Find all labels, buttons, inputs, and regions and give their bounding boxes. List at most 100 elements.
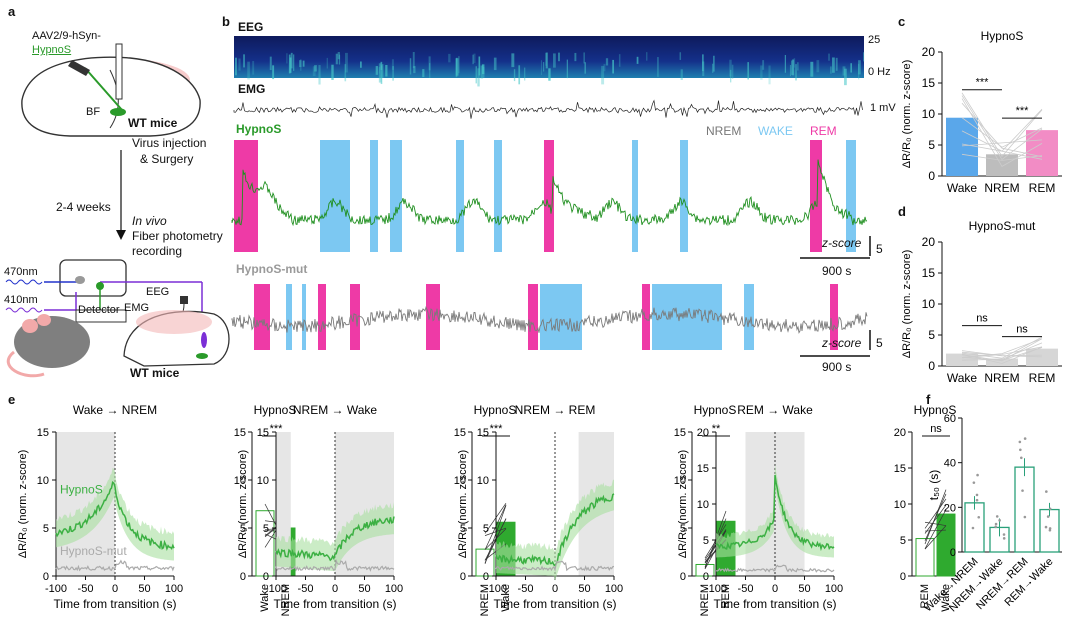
zscore-value-1: 5 — [876, 242, 883, 256]
spectrogram-streak — [272, 65, 275, 80]
spectrogram-streak — [712, 63, 714, 73]
sig-label: ** — [712, 423, 721, 435]
spectrogram-streak — [702, 54, 704, 72]
spectrogram-streak — [429, 63, 431, 78]
inset-bar — [936, 513, 956, 577]
spectrogram-streak — [795, 64, 797, 81]
subject-line — [924, 498, 947, 529]
x-tick-label: 0 — [552, 583, 558, 595]
timeline-arrow — [116, 150, 126, 240]
spectrogram-streak — [835, 57, 838, 71]
state-band-wake — [744, 284, 754, 350]
inset-x-label: REM — [919, 584, 931, 608]
spectrogram-streak — [584, 62, 586, 74]
state-band-rem — [528, 284, 538, 350]
spectrogram-streak — [375, 66, 379, 75]
y-tick-label: 15 — [477, 427, 489, 439]
panel-c-letter: c — [898, 14, 906, 29]
y-tick-label: 15 — [37, 427, 49, 439]
data-point — [1020, 456, 1023, 460]
brain-sagittal-top — [21, 43, 201, 137]
spectrogram-streak — [618, 54, 621, 67]
y-axis-label: t₅₀ (s) — [927, 470, 941, 500]
series-label: HypnoS — [60, 482, 103, 496]
y-tick-label: 0 — [240, 571, 246, 583]
state-band-wake — [456, 140, 464, 252]
spectrogram-streak — [513, 69, 516, 82]
spectrogram-streak — [548, 68, 551, 81]
x-tick-label: 50 — [358, 583, 370, 595]
panel-d-letter: d — [898, 204, 906, 219]
y-tick-label: 5 — [263, 523, 269, 535]
spectrogram-streak — [762, 60, 765, 70]
spectrogram-streak — [243, 54, 245, 68]
spectrogram-streak — [518, 65, 521, 85]
zscore-label-2: z-score — [822, 336, 862, 350]
spectrogram-streak — [542, 62, 545, 72]
spectrogram-streak — [657, 57, 659, 77]
weeks-label: 2-4 weeks — [56, 200, 111, 214]
hypnos-mean-line — [495, 493, 615, 567]
y-tick-label: 20 — [922, 235, 936, 249]
y-tick-label: 15 — [894, 463, 906, 475]
subject-line — [961, 347, 1043, 361]
subject-line — [961, 92, 1043, 158]
sig-label: *** — [976, 77, 990, 89]
spectrogram-streak — [428, 56, 431, 71]
y-tick-label: 10 — [257, 475, 269, 487]
step-surgery: & Surgery — [140, 152, 194, 166]
state-band-wake — [320, 140, 350, 252]
spectrogram-streak — [472, 54, 475, 65]
subject-line — [924, 529, 947, 532]
spectrogram-streak — [380, 65, 383, 85]
spectrogram-streak — [768, 65, 771, 85]
spectrogram-streak — [337, 52, 340, 60]
spectrogram-streak — [252, 60, 255, 75]
y-tick-label: 5 — [703, 535, 709, 547]
spectrogram-streak — [269, 56, 272, 71]
spectrogram-streak — [760, 65, 763, 80]
x-tick-label: 50 — [138, 583, 150, 595]
data-point — [1019, 448, 1022, 452]
y-tick-label: 60 — [944, 413, 956, 425]
hypnos-mut-trace-plot — [231, 284, 868, 350]
y-tick-label: 40 — [944, 458, 956, 470]
x-tick-label: -50 — [78, 583, 94, 595]
step-fiber-photometry: Fiber photometry — [132, 229, 223, 243]
spectrogram-streak — [483, 66, 485, 78]
x-tick-label: -100 — [265, 583, 287, 595]
time-bar-1 — [800, 257, 870, 259]
spectrogram-streak — [797, 62, 799, 71]
spectrogram-streak — [300, 59, 302, 71]
spectrogram-streak — [378, 66, 381, 74]
x-tick-label: 100 — [385, 583, 403, 595]
spectrogram-streak — [636, 56, 639, 64]
spectrogram-streak — [816, 60, 820, 73]
emg-scale-label: 1 mV — [870, 102, 896, 114]
state-band-wake — [370, 140, 378, 252]
y-tick-label: 15 — [697, 463, 709, 475]
y-tick-label: 0 — [703, 571, 709, 583]
inset-bar — [695, 563, 715, 577]
wt-mice-label-2: WT mice — [130, 366, 180, 380]
spectrogram-streak — [235, 57, 237, 76]
state-band-rem — [642, 284, 650, 350]
y-tick-label: 15 — [922, 266, 936, 280]
inset-bar — [255, 510, 275, 577]
eeg-electrode-label: EEG — [146, 286, 170, 298]
spectrogram-streak — [784, 55, 786, 73]
data-point — [1002, 533, 1006, 536]
x-tick-label: -50 — [518, 583, 534, 595]
freq-top-label: 25 — [868, 34, 881, 46]
legend-rem: REM — [810, 124, 837, 138]
spectrogram-streak — [790, 60, 793, 75]
spectrogram-streak — [478, 56, 481, 76]
x-tick-label: 100 — [165, 583, 183, 595]
chart-title: HypnoS — [981, 29, 1024, 43]
y-tick-label: 15 — [674, 427, 686, 439]
data-point — [975, 498, 979, 502]
spectrogram-streak — [605, 58, 609, 66]
state-band-rem — [234, 140, 258, 252]
spectrogram-streak — [413, 66, 416, 74]
